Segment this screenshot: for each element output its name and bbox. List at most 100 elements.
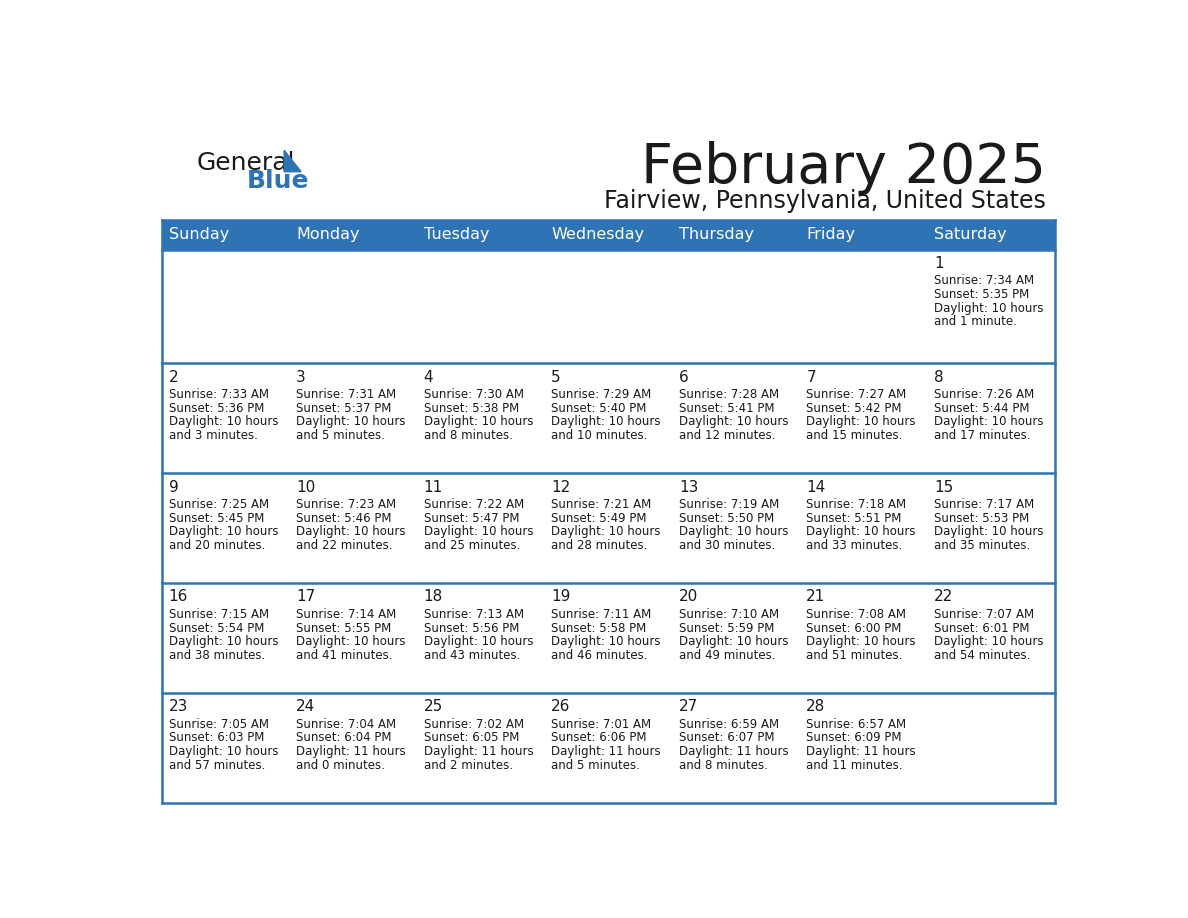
Text: and 33 minutes.: and 33 minutes.	[807, 539, 903, 552]
Text: 3: 3	[296, 370, 307, 385]
Text: 10: 10	[296, 479, 316, 495]
Text: 4: 4	[424, 370, 434, 385]
Text: Daylight: 10 hours: Daylight: 10 hours	[807, 525, 916, 538]
Text: Sunday: Sunday	[169, 228, 229, 242]
Text: Daylight: 11 hours: Daylight: 11 hours	[807, 745, 916, 758]
Text: Daylight: 10 hours: Daylight: 10 hours	[424, 635, 533, 648]
Bar	[163, 583, 1055, 693]
Text: Sunset: 5:49 PM: Sunset: 5:49 PM	[551, 511, 646, 525]
Text: 5: 5	[551, 370, 561, 385]
Text: Daylight: 10 hours: Daylight: 10 hours	[678, 635, 789, 648]
Bar	[163, 364, 1055, 474]
Text: Daylight: 10 hours: Daylight: 10 hours	[934, 635, 1043, 648]
Text: Sunset: 5:58 PM: Sunset: 5:58 PM	[551, 621, 646, 634]
Text: and 20 minutes.: and 20 minutes.	[169, 539, 265, 552]
Text: Daylight: 11 hours: Daylight: 11 hours	[296, 745, 406, 758]
Text: Sunset: 6:05 PM: Sunset: 6:05 PM	[424, 732, 519, 744]
Bar	[163, 220, 1055, 250]
Text: Fairview, Pennsylvania, United States: Fairview, Pennsylvania, United States	[604, 189, 1045, 213]
Polygon shape	[284, 151, 302, 172]
Text: Daylight: 10 hours: Daylight: 10 hours	[807, 635, 916, 648]
Text: Sunset: 5:54 PM: Sunset: 5:54 PM	[169, 621, 264, 634]
Text: 8: 8	[934, 370, 943, 385]
Text: Sunset: 5:50 PM: Sunset: 5:50 PM	[678, 511, 775, 525]
Text: Sunrise: 7:05 AM: Sunrise: 7:05 AM	[169, 718, 268, 731]
Text: 9: 9	[169, 479, 178, 495]
Text: Sunset: 5:51 PM: Sunset: 5:51 PM	[807, 511, 902, 525]
Text: Sunset: 5:44 PM: Sunset: 5:44 PM	[934, 402, 1030, 415]
Bar	[163, 474, 1055, 583]
Text: Sunrise: 7:01 AM: Sunrise: 7:01 AM	[551, 718, 651, 731]
Text: Sunrise: 7:25 AM: Sunrise: 7:25 AM	[169, 498, 268, 511]
Text: Sunrise: 7:15 AM: Sunrise: 7:15 AM	[169, 608, 268, 621]
Text: and 5 minutes.: and 5 minutes.	[551, 759, 640, 772]
Text: Sunrise: 7:26 AM: Sunrise: 7:26 AM	[934, 388, 1035, 401]
Text: and 8 minutes.: and 8 minutes.	[678, 759, 767, 772]
Text: General: General	[196, 151, 295, 174]
Text: Daylight: 11 hours: Daylight: 11 hours	[678, 745, 789, 758]
Text: 24: 24	[296, 700, 316, 714]
Text: Daylight: 10 hours: Daylight: 10 hours	[551, 416, 661, 429]
Text: 12: 12	[551, 479, 570, 495]
Text: Sunset: 5:53 PM: Sunset: 5:53 PM	[934, 511, 1029, 525]
Text: and 17 minutes.: and 17 minutes.	[934, 430, 1030, 442]
Text: and 15 minutes.: and 15 minutes.	[807, 430, 903, 442]
Text: and 30 minutes.: and 30 minutes.	[678, 539, 775, 552]
Text: 19: 19	[551, 589, 570, 604]
Text: Sunset: 5:47 PM: Sunset: 5:47 PM	[424, 511, 519, 525]
Text: Sunset: 5:59 PM: Sunset: 5:59 PM	[678, 621, 775, 634]
Text: Sunrise: 6:59 AM: Sunrise: 6:59 AM	[678, 718, 779, 731]
Text: Daylight: 11 hours: Daylight: 11 hours	[551, 745, 661, 758]
Text: 7: 7	[807, 370, 816, 385]
Text: Saturday: Saturday	[934, 228, 1006, 242]
Text: and 8 minutes.: and 8 minutes.	[424, 430, 512, 442]
Text: 18: 18	[424, 589, 443, 604]
Text: 11: 11	[424, 479, 443, 495]
Text: 6: 6	[678, 370, 689, 385]
Text: Thursday: Thursday	[678, 228, 754, 242]
Text: Sunrise: 7:07 AM: Sunrise: 7:07 AM	[934, 608, 1034, 621]
Text: Sunrise: 7:27 AM: Sunrise: 7:27 AM	[807, 388, 906, 401]
Text: 14: 14	[807, 479, 826, 495]
Text: 16: 16	[169, 589, 188, 604]
Text: Sunrise: 7:08 AM: Sunrise: 7:08 AM	[807, 608, 906, 621]
Text: Daylight: 11 hours: Daylight: 11 hours	[424, 745, 533, 758]
Text: Sunrise: 7:04 AM: Sunrise: 7:04 AM	[296, 718, 397, 731]
Text: Wednesday: Wednesday	[551, 228, 644, 242]
Text: and 41 minutes.: and 41 minutes.	[296, 649, 393, 662]
Text: and 10 minutes.: and 10 minutes.	[551, 430, 647, 442]
Text: 1: 1	[934, 256, 943, 271]
Text: Sunrise: 7:19 AM: Sunrise: 7:19 AM	[678, 498, 779, 511]
Text: Daylight: 10 hours: Daylight: 10 hours	[551, 525, 661, 538]
Text: Sunrise: 7:23 AM: Sunrise: 7:23 AM	[296, 498, 397, 511]
Text: 25: 25	[424, 700, 443, 714]
Text: Sunset: 6:06 PM: Sunset: 6:06 PM	[551, 732, 646, 744]
Text: Sunrise: 7:22 AM: Sunrise: 7:22 AM	[424, 498, 524, 511]
Bar	[163, 250, 1055, 364]
Text: February 2025: February 2025	[642, 140, 1045, 195]
Text: and 0 minutes.: and 0 minutes.	[296, 759, 385, 772]
Text: Sunrise: 7:18 AM: Sunrise: 7:18 AM	[807, 498, 906, 511]
Text: Daylight: 10 hours: Daylight: 10 hours	[678, 416, 789, 429]
Text: Sunset: 5:46 PM: Sunset: 5:46 PM	[296, 511, 392, 525]
Text: Sunrise: 7:11 AM: Sunrise: 7:11 AM	[551, 608, 651, 621]
Text: Daylight: 10 hours: Daylight: 10 hours	[934, 525, 1043, 538]
Text: Sunrise: 6:57 AM: Sunrise: 6:57 AM	[807, 718, 906, 731]
Text: Sunrise: 7:33 AM: Sunrise: 7:33 AM	[169, 388, 268, 401]
Text: Daylight: 10 hours: Daylight: 10 hours	[424, 416, 533, 429]
Text: Sunset: 5:35 PM: Sunset: 5:35 PM	[934, 287, 1029, 301]
Text: Sunrise: 7:30 AM: Sunrise: 7:30 AM	[424, 388, 524, 401]
Text: Sunset: 5:40 PM: Sunset: 5:40 PM	[551, 402, 646, 415]
Text: Monday: Monday	[296, 228, 360, 242]
Text: and 51 minutes.: and 51 minutes.	[807, 649, 903, 662]
Text: Daylight: 10 hours: Daylight: 10 hours	[169, 635, 278, 648]
Text: Sunset: 5:42 PM: Sunset: 5:42 PM	[807, 402, 902, 415]
Text: Sunset: 5:36 PM: Sunset: 5:36 PM	[169, 402, 264, 415]
Text: Sunset: 5:56 PM: Sunset: 5:56 PM	[424, 621, 519, 634]
Text: Daylight: 10 hours: Daylight: 10 hours	[169, 525, 278, 538]
Text: Sunset: 6:03 PM: Sunset: 6:03 PM	[169, 732, 264, 744]
Text: Friday: Friday	[807, 228, 855, 242]
Text: Daylight: 10 hours: Daylight: 10 hours	[424, 525, 533, 538]
Text: and 38 minutes.: and 38 minutes.	[169, 649, 265, 662]
Text: Sunrise: 7:31 AM: Sunrise: 7:31 AM	[296, 388, 397, 401]
